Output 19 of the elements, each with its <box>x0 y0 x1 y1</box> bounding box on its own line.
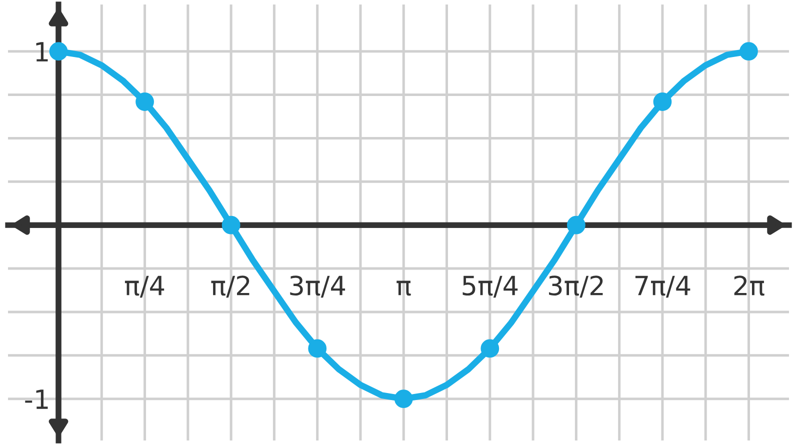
point <box>566 216 586 234</box>
point <box>222 216 240 234</box>
x-tick-label: 2π <box>734 276 764 296</box>
x-tick-label: π/4 <box>124 276 164 298</box>
x-tick-label: 7π/4 <box>635 276 690 298</box>
x-tick-label: π/2 <box>211 276 250 298</box>
y-tick-label: -1 <box>25 390 48 409</box>
point <box>394 390 413 408</box>
y-tick-label: 1 <box>36 42 48 62</box>
x-tick-label: 3π/2 <box>549 276 603 298</box>
point <box>49 42 68 61</box>
point <box>653 92 672 111</box>
x-tick-label: 3π/4 <box>290 276 346 298</box>
point <box>136 92 154 111</box>
x-tick-label: π <box>396 280 411 296</box>
point <box>480 339 500 358</box>
x-tick-label: 5π/4 <box>462 276 518 298</box>
point <box>740 42 758 61</box>
point <box>308 339 327 358</box>
